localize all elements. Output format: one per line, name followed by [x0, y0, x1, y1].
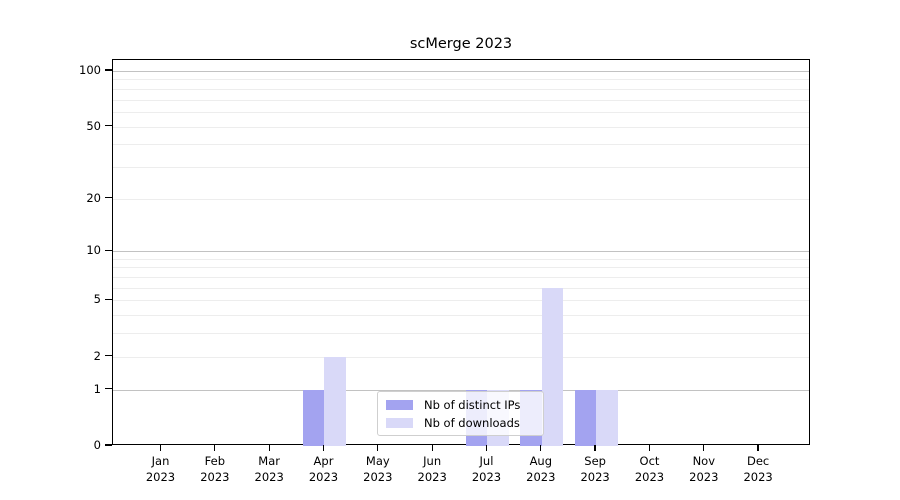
gridline-30	[113, 166, 809, 168]
y-tick-label-10: 10	[86, 243, 101, 258]
gridline-1	[113, 389, 809, 391]
gridline-40	[113, 144, 809, 146]
y-tick-label-1: 1	[93, 381, 101, 396]
legend-item-distinct-ips: Nb of distinct IPs	[378, 396, 543, 414]
gridline-50	[113, 126, 809, 128]
x-tick-label-aug: Aug 2023	[526, 454, 556, 484]
legend: Nb of distinct IPs Nb of downloads	[377, 391, 544, 436]
legend-label-downloads: Nb of downloads	[424, 416, 520, 430]
x-tick-mark-aug	[540, 445, 542, 451]
gridline-100	[113, 71, 809, 72]
x-tick-mark-jun	[431, 445, 433, 451]
x-tick-mark-jul	[485, 445, 488, 451]
legend-label-distinct-ips: Nb of distinct IPs	[424, 398, 521, 412]
x-tick-label-may: May 2023	[363, 454, 393, 484]
x-tick-label-jun: Jun 2023	[417, 454, 447, 484]
y-tick-label-50: 50	[86, 118, 101, 133]
gridline-7	[113, 277, 809, 279]
x-tick-mark-dec	[757, 445, 759, 451]
gridline-2	[113, 356, 809, 358]
bar-downloads-apr	[324, 356, 346, 446]
y-tick-label-5: 5	[93, 292, 101, 307]
legend-swatch-downloads	[386, 418, 413, 428]
gridline-8	[113, 267, 809, 269]
gridline-10	[113, 251, 809, 253]
x-tick-mark-oct	[648, 445, 651, 451]
y-tick-label-100: 100	[79, 63, 101, 77]
y-tick-mark-20	[105, 197, 112, 199]
x-tick-label-sep: Sep 2023	[580, 454, 610, 484]
gridline-3	[113, 333, 809, 335]
y-tick-mark-10	[105, 249, 112, 251]
x-tick-label-jul: Jul 2023	[471, 454, 502, 484]
gridline-90	[113, 79, 809, 81]
x-tick-label-jan: Jan 2023	[145, 454, 176, 484]
chart-title: scMerge 2023	[409, 36, 513, 52]
y-tick-label-20: 20	[86, 190, 101, 205]
x-tick-mark-feb	[214, 445, 216, 451]
bar-ips-apr	[302, 389, 325, 446]
y-tick-mark-100	[105, 69, 112, 71]
y-tick-mark-0	[105, 444, 112, 446]
gridline-6	[113, 287, 809, 289]
x-tick-label-oct: Oct 2023	[634, 454, 665, 484]
x-tick-label-nov: Nov 2023	[689, 454, 719, 484]
x-tick-mark-may	[377, 445, 379, 451]
x-tick-mark-jan	[159, 445, 162, 451]
x-tick-label-apr: Apr 2023	[308, 454, 339, 484]
x-tick-mark-sep	[594, 445, 596, 451]
gridline-9	[113, 258, 809, 260]
x-tick-mark-nov	[703, 445, 705, 451]
x-tick-mark-mar	[268, 445, 270, 451]
bar-downloads-sep	[596, 389, 618, 446]
y-tick-mark-5	[105, 298, 112, 301]
gridline-4	[113, 315, 809, 317]
gridline-80	[113, 88, 809, 90]
gridline-60	[113, 111, 809, 113]
gridline-20	[113, 198, 809, 200]
x-tick-label-feb: Feb 2023	[200, 454, 230, 484]
x-tick-mark-apr	[322, 445, 325, 451]
legend-item-downloads: Nb of downloads	[378, 414, 543, 432]
y-tick-mark-2	[105, 355, 112, 357]
bar-downloads-aug	[541, 287, 564, 446]
plot-area	[112, 59, 810, 446]
y-tick-mark-1	[105, 388, 112, 390]
x-tick-label-mar: Mar 2023	[254, 454, 284, 484]
gridline-5	[113, 300, 809, 302]
y-tick-mark-50	[105, 124, 112, 127]
bar-ips-sep	[574, 389, 597, 446]
x-tick-label-dec: Dec 2023	[743, 454, 773, 484]
y-tick-label-2: 2	[93, 348, 101, 363]
gridline-70	[113, 99, 809, 101]
legend-swatch-distinct-ips	[386, 400, 413, 410]
y-tick-label-0: 0	[93, 438, 101, 452]
